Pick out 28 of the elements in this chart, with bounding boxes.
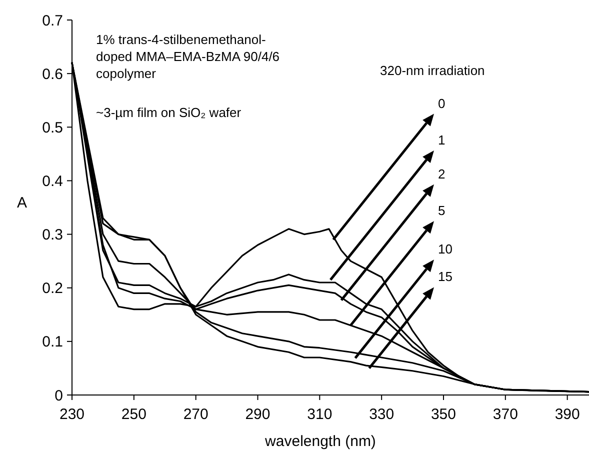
y-tick-label: 0: [54, 387, 63, 404]
x-tick-label: 350: [430, 406, 456, 423]
y-tick-label: 0.3: [42, 226, 63, 244]
x-tick-label: 310: [307, 406, 332, 423]
y-tick-label: 0.1: [42, 334, 63, 351]
annotation: 2: [438, 166, 446, 182]
annotation: 1% trans-4-stilbenemethanol- doped MMA–EMA-BzMA 90/4/6 copolymer: [96, 32, 280, 81]
x-tick-label: 270: [183, 406, 208, 423]
x-tick-label: 290: [245, 406, 270, 423]
annotation: 320-nm irradiation: [380, 63, 485, 78]
y-tick-label: 0.5: [42, 119, 63, 136]
x-tick-label: 230: [59, 406, 85, 423]
annotation: 0: [438, 96, 446, 111]
annotation: 15: [438, 269, 452, 284]
x-tick-label: 250: [121, 406, 146, 423]
x-tick-label: 370: [492, 406, 518, 423]
annotation: ~3-µm film on SiO₂ wafer: [96, 105, 242, 120]
y-tick-label: 0.7: [42, 12, 63, 30]
y-tick-label: 0.6: [42, 66, 63, 83]
x-tick-label: 330: [369, 406, 394, 423]
y-tick-label: 0.2: [42, 280, 63, 298]
x-axis-title: wavelength (nm): [264, 433, 376, 450]
annotation: 1: [438, 132, 446, 148]
annotation: 5: [438, 203, 446, 218]
y-axis-title: A: [16, 194, 28, 212]
x-tick-label: 390: [554, 406, 580, 423]
annotation: 10: [438, 242, 452, 257]
y-tick-label: 0.4: [42, 172, 63, 190]
